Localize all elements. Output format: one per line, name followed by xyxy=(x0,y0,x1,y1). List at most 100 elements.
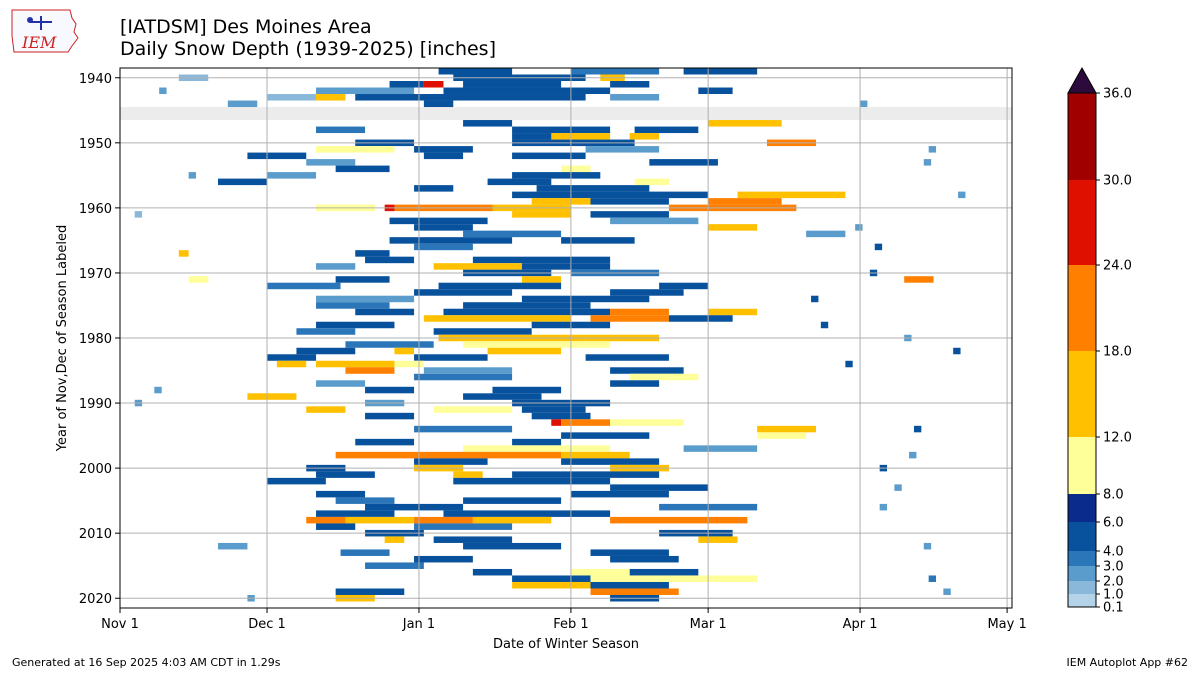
x-tick-label: Dec 1 xyxy=(248,617,286,632)
snow-depth-run xyxy=(423,152,464,160)
snow-depth-cell xyxy=(845,360,853,368)
snow-depth-run xyxy=(659,282,709,290)
snow-depth-run xyxy=(610,516,748,524)
snow-depth-run xyxy=(365,503,464,511)
snow-depth-cell xyxy=(879,503,888,511)
snow-depth-run xyxy=(512,438,562,446)
snow-depth-run xyxy=(355,94,586,101)
snow-depth-run xyxy=(384,536,405,543)
y-tick-label: 1990 xyxy=(79,397,112,412)
snow-depth-run xyxy=(316,87,415,95)
snow-depth-run xyxy=(267,282,341,290)
snow-depth-cell xyxy=(154,386,162,394)
snow-depth-run xyxy=(414,458,488,465)
snow-depth-run xyxy=(590,588,679,595)
snow-depth-run xyxy=(463,542,562,550)
generated-footer: Generated at 16 Sep 2025 4:03 AM CDT in … xyxy=(12,656,281,669)
snow-depth-run xyxy=(521,406,586,413)
snow-depth-run xyxy=(463,445,611,452)
snow-depth-run xyxy=(316,471,375,478)
snow-depth-run xyxy=(610,289,684,296)
snow-depth-run xyxy=(512,126,611,134)
y-tick-label: 1940 xyxy=(79,72,112,87)
snow-depth-run xyxy=(414,516,473,524)
snow-depth-run xyxy=(218,542,248,550)
snow-depth-run xyxy=(585,146,660,153)
snow-depth-run xyxy=(561,458,660,465)
snow-depth-run xyxy=(521,263,611,270)
snow-depth-run xyxy=(570,68,660,75)
snow-depth-run xyxy=(433,328,532,335)
chart-title-line2: Daily Snow Depth (1939-2025) [inches] xyxy=(120,38,496,60)
snow-depth-run xyxy=(570,490,669,498)
snow-depth-run xyxy=(463,393,542,400)
y-tick-label: 1950 xyxy=(79,137,112,152)
snow-depth-cell xyxy=(188,172,196,179)
snow-depth-run xyxy=(316,263,356,270)
snow-depth-run xyxy=(453,477,611,485)
y-tick-label: 1980 xyxy=(79,332,112,347)
snow-depth-run xyxy=(536,185,650,192)
snow-depth-run xyxy=(512,133,552,140)
snow-depth-run xyxy=(316,490,366,498)
snow-depth-run xyxy=(394,360,424,368)
snow-depth-run xyxy=(610,419,684,426)
snow-depth-run xyxy=(708,198,782,205)
snow-depth-run xyxy=(472,256,611,264)
colorbar-segment xyxy=(1068,180,1096,265)
snow-depth-run xyxy=(355,438,415,446)
snow-depth-run xyxy=(561,419,611,426)
snow-depth-run xyxy=(423,315,571,322)
colorbar-tick-label: 12.0 xyxy=(1103,431,1132,446)
snow-depth-run xyxy=(316,321,395,329)
snow-depth-cell xyxy=(874,243,883,251)
snow-depth-run xyxy=(512,172,601,179)
snow-depth-run xyxy=(423,100,454,108)
snow-depth-run xyxy=(345,341,434,348)
snow-depth-run xyxy=(218,178,268,186)
missing-season-band xyxy=(120,113,1012,121)
snow-depth-run xyxy=(316,126,366,134)
colorbar-segment xyxy=(1068,437,1096,494)
snow-depth-run xyxy=(335,165,390,173)
snow-depth-run xyxy=(487,347,562,355)
snow-depth-run xyxy=(296,328,356,335)
snow-depth-cell xyxy=(860,100,868,108)
snow-depth-run xyxy=(708,224,758,231)
snow-depth-run xyxy=(531,198,591,205)
snow-depth-run xyxy=(512,575,591,582)
snow-depth-run xyxy=(414,354,488,361)
snow-depth-run xyxy=(590,315,669,322)
snow-depth-run xyxy=(757,425,816,433)
snow-depth-run xyxy=(610,380,660,387)
snow-depth-cell xyxy=(894,484,902,491)
snow-depth-run xyxy=(365,256,415,264)
x-tick-label: Jan 1 xyxy=(402,617,435,632)
snow-depth-run xyxy=(463,230,562,238)
snow-depth-run xyxy=(414,523,513,530)
chart-title-line1: [IATDSM] Des Moines Area xyxy=(120,16,372,38)
snow-depth-run xyxy=(414,185,454,192)
snow-depth-run xyxy=(296,347,356,355)
colorbar-tick-label: 30.0 xyxy=(1103,174,1132,189)
snow-depth-cell xyxy=(909,451,917,459)
snow-depth-run xyxy=(414,289,513,296)
y-tick-label: 2010 xyxy=(79,527,112,542)
snow-depth-run xyxy=(512,191,709,199)
snow-depth-cell xyxy=(923,542,932,550)
snow-depth-run xyxy=(227,100,258,108)
snow-depth-run xyxy=(629,373,699,381)
colorbar-segment xyxy=(1068,351,1096,437)
snow-depth-cell xyxy=(923,159,932,166)
colorbar-tick-label: 8.0 xyxy=(1103,488,1124,503)
colorbar-tick-label: 0.1 xyxy=(1103,601,1124,616)
snow-depth-run xyxy=(708,308,758,316)
snow-depth-cell xyxy=(159,87,167,95)
snow-depth-run xyxy=(590,211,669,218)
snow-depth-run xyxy=(178,250,189,257)
snow-depth-run xyxy=(472,568,513,576)
colorbar-segment xyxy=(1068,581,1096,594)
snow-depth-run xyxy=(335,497,395,504)
snow-depth-run xyxy=(463,302,591,309)
snow-depth-run xyxy=(267,172,317,179)
